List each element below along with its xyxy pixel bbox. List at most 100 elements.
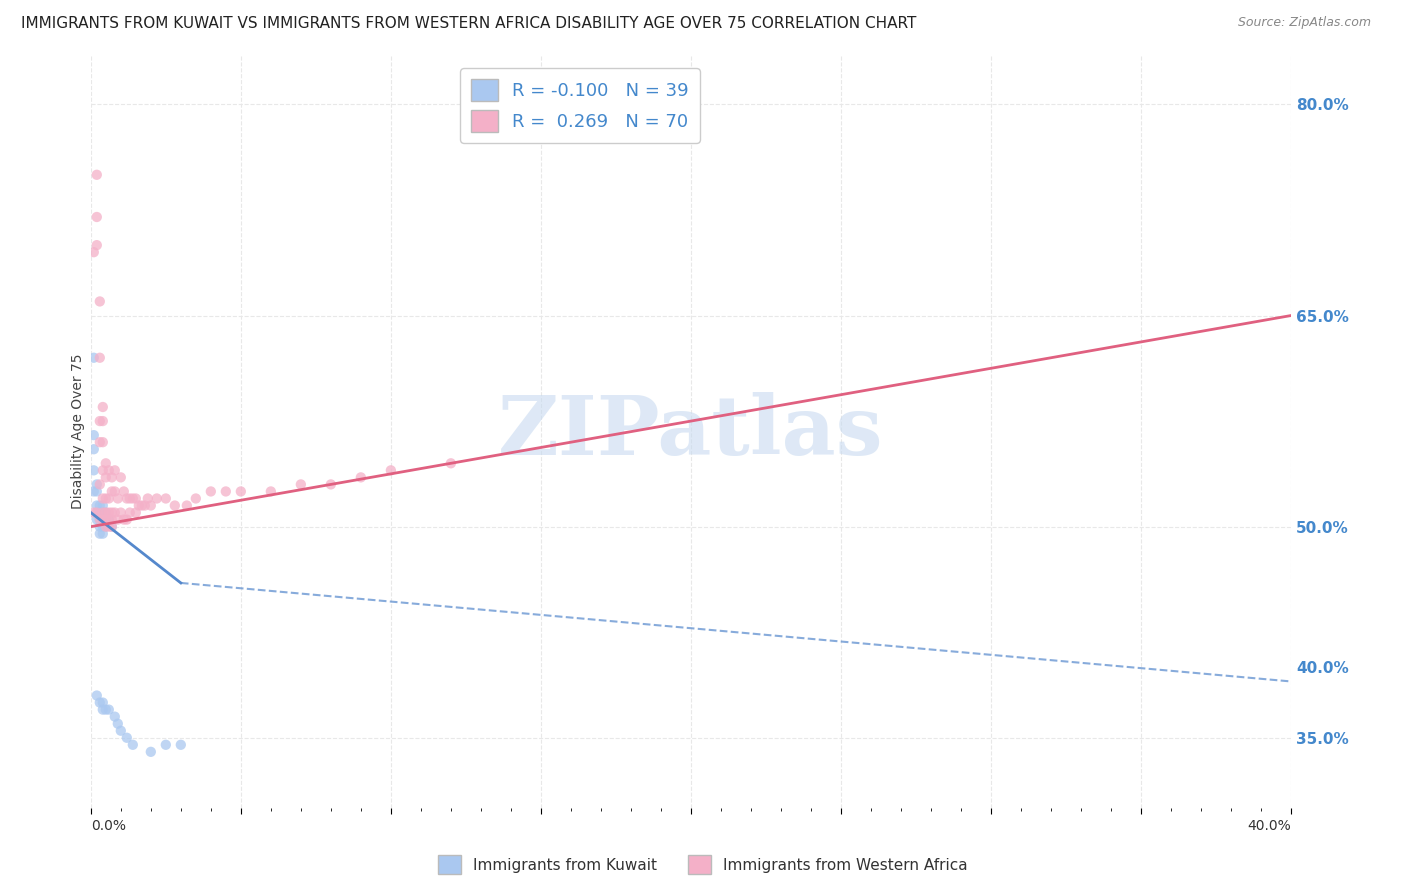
Point xyxy=(110,506,132,520)
Point xyxy=(86,513,108,527)
Point xyxy=(101,519,124,533)
Point xyxy=(139,745,162,759)
Point xyxy=(94,506,117,520)
Point xyxy=(91,414,114,428)
Point xyxy=(86,168,108,182)
Point xyxy=(89,435,111,450)
Point xyxy=(86,689,108,703)
Text: Source: ZipAtlas.com: Source: ZipAtlas.com xyxy=(1237,16,1371,29)
Point xyxy=(89,477,111,491)
Point xyxy=(107,491,129,506)
Point xyxy=(89,696,111,710)
Point xyxy=(260,484,283,499)
Point xyxy=(83,506,105,520)
Point xyxy=(94,470,117,484)
Point xyxy=(215,484,238,499)
Point xyxy=(83,428,105,442)
Point xyxy=(380,463,402,477)
Point xyxy=(107,716,129,731)
Point xyxy=(91,519,114,533)
Point xyxy=(115,731,138,745)
Point xyxy=(155,491,177,506)
Point xyxy=(89,351,111,365)
Point xyxy=(97,703,120,717)
Point xyxy=(86,506,108,520)
Point xyxy=(229,484,252,499)
Point xyxy=(94,456,117,470)
Point xyxy=(83,442,105,457)
Point xyxy=(139,499,162,513)
Point xyxy=(155,738,177,752)
Point xyxy=(163,499,186,513)
Point xyxy=(170,738,193,752)
Point xyxy=(89,519,111,533)
Point xyxy=(94,513,117,527)
Point xyxy=(107,513,129,527)
Point xyxy=(176,499,198,513)
Point xyxy=(91,513,114,527)
Point xyxy=(91,526,114,541)
Point xyxy=(86,506,108,520)
Point xyxy=(104,484,127,499)
Point xyxy=(91,499,114,513)
Point xyxy=(94,519,117,533)
Point xyxy=(86,484,108,499)
Point xyxy=(97,506,120,520)
Legend: R = -0.100   N = 39, R =  0.269   N = 70: R = -0.100 N = 39, R = 0.269 N = 70 xyxy=(460,68,700,143)
Point xyxy=(101,506,124,520)
Point xyxy=(91,506,114,520)
Point xyxy=(97,513,120,527)
Text: IMMIGRANTS FROM KUWAIT VS IMMIGRANTS FROM WESTERN AFRICA DISABILITY AGE OVER 75 : IMMIGRANTS FROM KUWAIT VS IMMIGRANTS FRO… xyxy=(21,16,917,31)
Point xyxy=(101,484,124,499)
Point xyxy=(94,519,117,533)
Point xyxy=(89,294,111,309)
Point xyxy=(89,414,111,428)
Point xyxy=(128,499,150,513)
Point xyxy=(101,513,124,527)
Point xyxy=(91,491,114,506)
Point xyxy=(115,491,138,506)
Point xyxy=(136,491,159,506)
Point xyxy=(200,484,222,499)
Point xyxy=(91,696,114,710)
Point xyxy=(97,491,120,506)
Point xyxy=(118,506,141,520)
Point xyxy=(89,513,111,527)
Point xyxy=(83,245,105,260)
Point xyxy=(110,470,132,484)
Point xyxy=(89,499,111,513)
Point xyxy=(97,519,120,533)
Point xyxy=(319,477,342,491)
Point xyxy=(91,435,114,450)
Point xyxy=(91,506,114,520)
Point xyxy=(118,491,141,506)
Point xyxy=(115,513,138,527)
Point xyxy=(121,738,143,752)
Text: ZIPatlas: ZIPatlas xyxy=(498,392,884,472)
Point xyxy=(440,456,463,470)
Text: 40.0%: 40.0% xyxy=(1247,820,1291,833)
Point xyxy=(94,491,117,506)
Point xyxy=(86,499,108,513)
Point xyxy=(184,491,207,506)
Point xyxy=(101,470,124,484)
Point xyxy=(125,491,148,506)
Point xyxy=(110,723,132,738)
Point xyxy=(83,463,105,477)
Point xyxy=(97,513,120,527)
Point xyxy=(134,499,156,513)
Point xyxy=(104,709,127,723)
Point xyxy=(101,519,124,533)
Point xyxy=(86,238,108,252)
Y-axis label: Disability Age Over 75: Disability Age Over 75 xyxy=(72,354,86,509)
Point xyxy=(83,351,105,365)
Point xyxy=(91,463,114,477)
Point xyxy=(104,506,127,520)
Text: 0.0%: 0.0% xyxy=(91,820,125,833)
Point xyxy=(121,491,143,506)
Point xyxy=(146,491,169,506)
Point xyxy=(91,703,114,717)
Point xyxy=(131,499,153,513)
Point xyxy=(91,400,114,414)
Point xyxy=(125,506,148,520)
